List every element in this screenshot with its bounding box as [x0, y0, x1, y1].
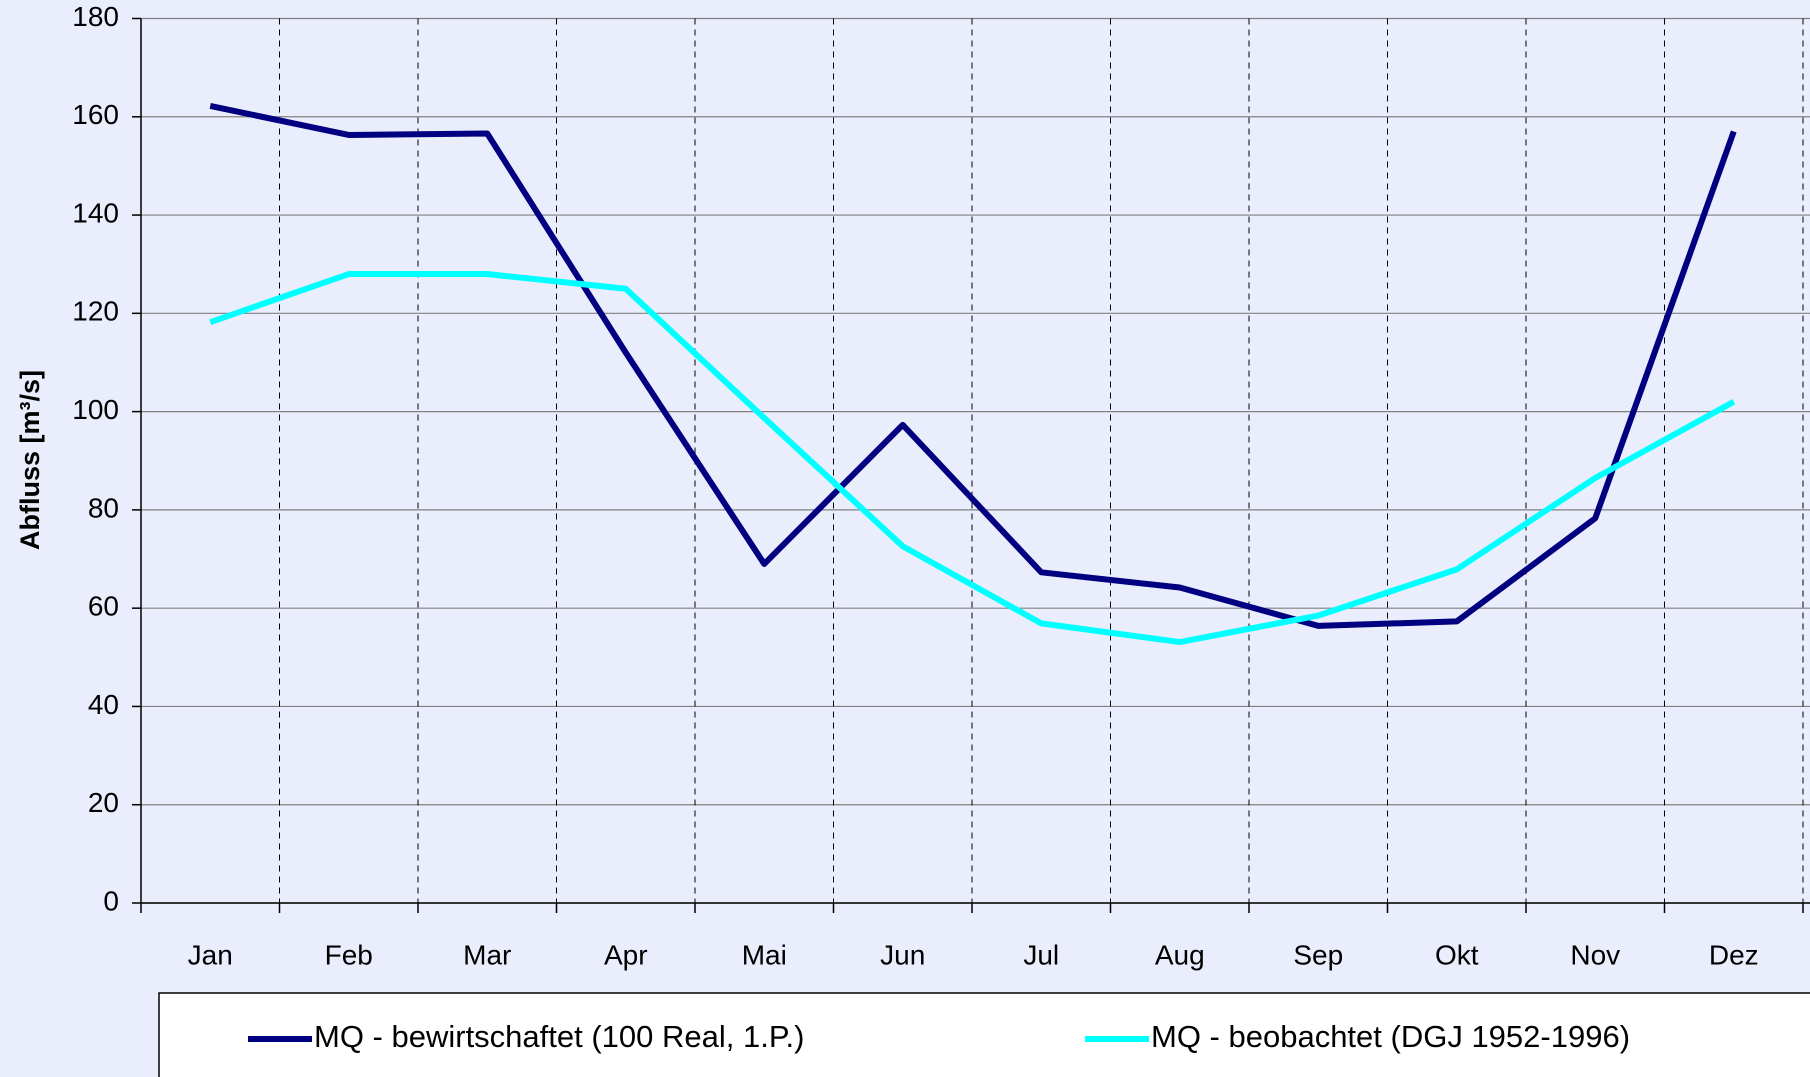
y-tick-label: 100	[72, 394, 119, 425]
x-tick-label: Okt	[1435, 939, 1479, 970]
y-tick-label: 180	[72, 1, 119, 32]
x-tick-label: Mai	[742, 939, 787, 970]
y-tick-label: 0	[103, 885, 119, 916]
y-axis-label: Abfluss [m³/s]	[15, 370, 45, 550]
x-tick-label: Nov	[1570, 939, 1620, 970]
series-line	[209, 271, 1736, 646]
x-tick-label: Sep	[1293, 939, 1343, 970]
y-tick-label: 160	[72, 99, 119, 130]
y-tick-label: 40	[88, 689, 119, 720]
x-tick-label: Jun	[880, 939, 925, 970]
y-tick-label: 20	[88, 787, 119, 818]
legend-label: MQ - bewirtschaftet (100 Real, 1.P.)	[314, 1019, 804, 1054]
x-tick-label: Jul	[1023, 939, 1059, 970]
legend-label: MQ - beobachtet (DGJ 1952-1996)	[1151, 1019, 1630, 1054]
y-tick-label: 120	[72, 296, 119, 327]
x-tick-label: Dez	[1709, 939, 1759, 970]
x-tick-label: Feb	[325, 939, 373, 970]
y-tick-label: 140	[72, 197, 119, 228]
x-tick-label: Mar	[463, 939, 511, 970]
y-tick-label: 80	[88, 492, 119, 523]
legend	[158, 992, 1810, 1077]
series-line	[209, 103, 1737, 629]
x-tick-label: Jan	[188, 939, 233, 970]
x-tick-label: Aug	[1155, 939, 1205, 970]
x-tick-label: Apr	[604, 939, 648, 970]
y-tick-label: 60	[88, 591, 119, 622]
